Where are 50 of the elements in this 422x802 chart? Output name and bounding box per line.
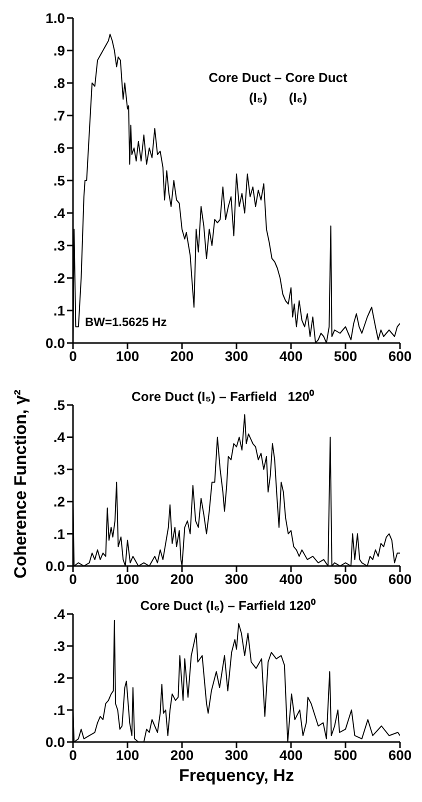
x-tick-label: 400: [279, 746, 303, 763]
x-tick-label: 100: [116, 348, 140, 364]
y-tick-label: .4: [53, 606, 66, 622]
y-tick-label: .2: [53, 270, 66, 286]
x-tick-label: 600: [388, 348, 412, 364]
y-tick-label: 1.0: [46, 10, 66, 26]
x-tick-label: 0: [69, 570, 78, 587]
y-tick-label: 0.0: [46, 734, 66, 750]
y-tick-label: .4: [53, 429, 66, 446]
x-tick-label: 200: [170, 746, 194, 763]
x-tick-label: 200: [170, 348, 194, 364]
x-tick-label: 300: [224, 348, 248, 364]
x-tick-label: 400: [279, 570, 303, 587]
text: (I₅) (I₆): [248, 90, 308, 105]
y-tick-label: .3: [53, 638, 66, 654]
x-tick-label: 500: [334, 348, 358, 364]
x-tick-label: 500: [334, 570, 358, 587]
x-axis-title: Frequency, Hz: [178, 766, 295, 786]
x-tick-label: 200: [170, 570, 194, 587]
x-tick-label: 0: [69, 746, 78, 763]
y-tick-label: .4: [53, 204, 66, 221]
y-tick-label: 0.0: [46, 334, 66, 351]
y-tick-label: .6: [53, 140, 66, 156]
y-tick-label: .1: [53, 302, 66, 318]
y-tick-label: .7: [53, 107, 66, 124]
y-axis-title: Coherence Function, γ²: [11, 388, 31, 580]
x-tick-label: 100: [116, 570, 140, 587]
x-tick-label: 400: [279, 348, 303, 364]
y-tick-label: .1: [53, 702, 66, 718]
x-tick-label: 100: [116, 746, 140, 763]
y-tick-label: .5: [53, 172, 66, 188]
x-tick-label: 300: [224, 570, 248, 587]
x-tick-label: 0: [69, 348, 78, 364]
annotation: BW=1.5625 Hz: [85, 315, 167, 329]
y-tick-label: .2: [53, 670, 66, 686]
chart-title: Core Duct (I₆) – Farfield 120⁰: [139, 597, 317, 614]
x-tick-label: 600: [388, 570, 412, 587]
y-tick-label: .2: [53, 494, 66, 510]
text: Core Duct – Core Duct: [208, 70, 348, 85]
x-tick-label: 500: [334, 746, 358, 763]
chart-title: Core Duct (I₅) – Farfield 120⁰: [130, 388, 316, 405]
y-tick-label: 0.0: [46, 558, 66, 574]
y-tick-label: .5: [53, 396, 66, 413]
y-tick-label: .1: [53, 526, 66, 542]
y-tick-label: .9: [53, 42, 66, 58]
y-tick-label: .8: [53, 74, 66, 91]
y-tick-label: .3: [53, 461, 66, 478]
x-tick-label: 600: [388, 746, 412, 763]
x-tick-label: 300: [224, 746, 248, 763]
y-tick-label: .3: [53, 237, 66, 254]
